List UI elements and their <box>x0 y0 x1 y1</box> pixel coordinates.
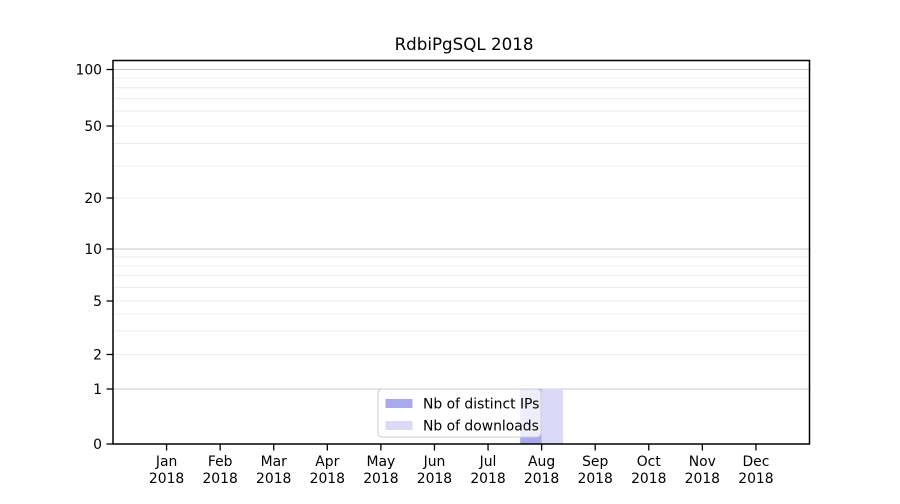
x-tick-label-month: Aug <box>528 454 555 470</box>
y-tick-label: 50 <box>84 119 102 135</box>
legend-label: Nb of distinct IPs <box>423 396 539 412</box>
x-tick-label-year: 2018 <box>417 471 452 487</box>
gridlines <box>113 68 809 390</box>
y-tick-label: 5 <box>93 294 102 310</box>
x-tick-label-year: 2018 <box>202 471 237 487</box>
x-tick-label-month: Mar <box>261 454 287 470</box>
x-tick-label-month: Jun <box>423 454 446 470</box>
x-tick-label-month: May <box>367 454 396 470</box>
legend-box <box>377 388 542 438</box>
chart-title: RdbiPgSQL 2018 <box>395 34 534 54</box>
x-tick-label-year: 2018 <box>149 471 184 487</box>
x-tick-label-year: 2018 <box>578 471 613 487</box>
y-tick-label: 100 <box>75 62 102 78</box>
y-tick-label: 20 <box>84 191 102 207</box>
x-tick-label-month: Oct <box>637 454 662 470</box>
bar-aug-downloads <box>541 389 564 444</box>
y-axis: 0 1 2 5 10 20 50 100 <box>75 62 113 453</box>
y-tick-label: 2 <box>93 347 102 363</box>
legend-label: Nb of downloads <box>423 418 539 434</box>
x-tick-label-month: Dec <box>742 454 769 470</box>
y-tick-label: 0 <box>93 437 102 453</box>
x-tick-label-month: Sep <box>582 454 608 470</box>
plot-frame <box>112 59 811 445</box>
x-tick-label-year: 2018 <box>631 471 666 487</box>
legend: Nb of distinct IPs Nb of downloads <box>377 388 542 438</box>
x-axis: Jan2018Feb2018Mar2018Apr2018May2018Jun20… <box>149 444 774 487</box>
x-tick-label-month: Jan <box>155 454 177 470</box>
y-tick-label: 10 <box>84 242 102 258</box>
x-tick-label-year: 2018 <box>310 471 345 487</box>
x-tick-label-year: 2018 <box>470 471 505 487</box>
x-tick-label-year: 2018 <box>685 471 720 487</box>
x-tick-label-year: 2018 <box>363 471 398 487</box>
x-tick-label-month: Feb <box>208 454 233 470</box>
x-tick-label-month: Nov <box>689 454 716 470</box>
legend-swatch-downloads <box>385 421 413 430</box>
x-tick-label-year: 2018 <box>524 471 559 487</box>
x-tick-label-year: 2018 <box>738 471 773 487</box>
x-tick-label-month: Apr <box>315 454 339 470</box>
x-tick-label-year: 2018 <box>256 471 291 487</box>
x-tick-label-month: Jul <box>479 454 497 470</box>
legend-swatch-distinct-ips <box>385 399 413 408</box>
y-tick-label: 1 <box>93 382 102 398</box>
